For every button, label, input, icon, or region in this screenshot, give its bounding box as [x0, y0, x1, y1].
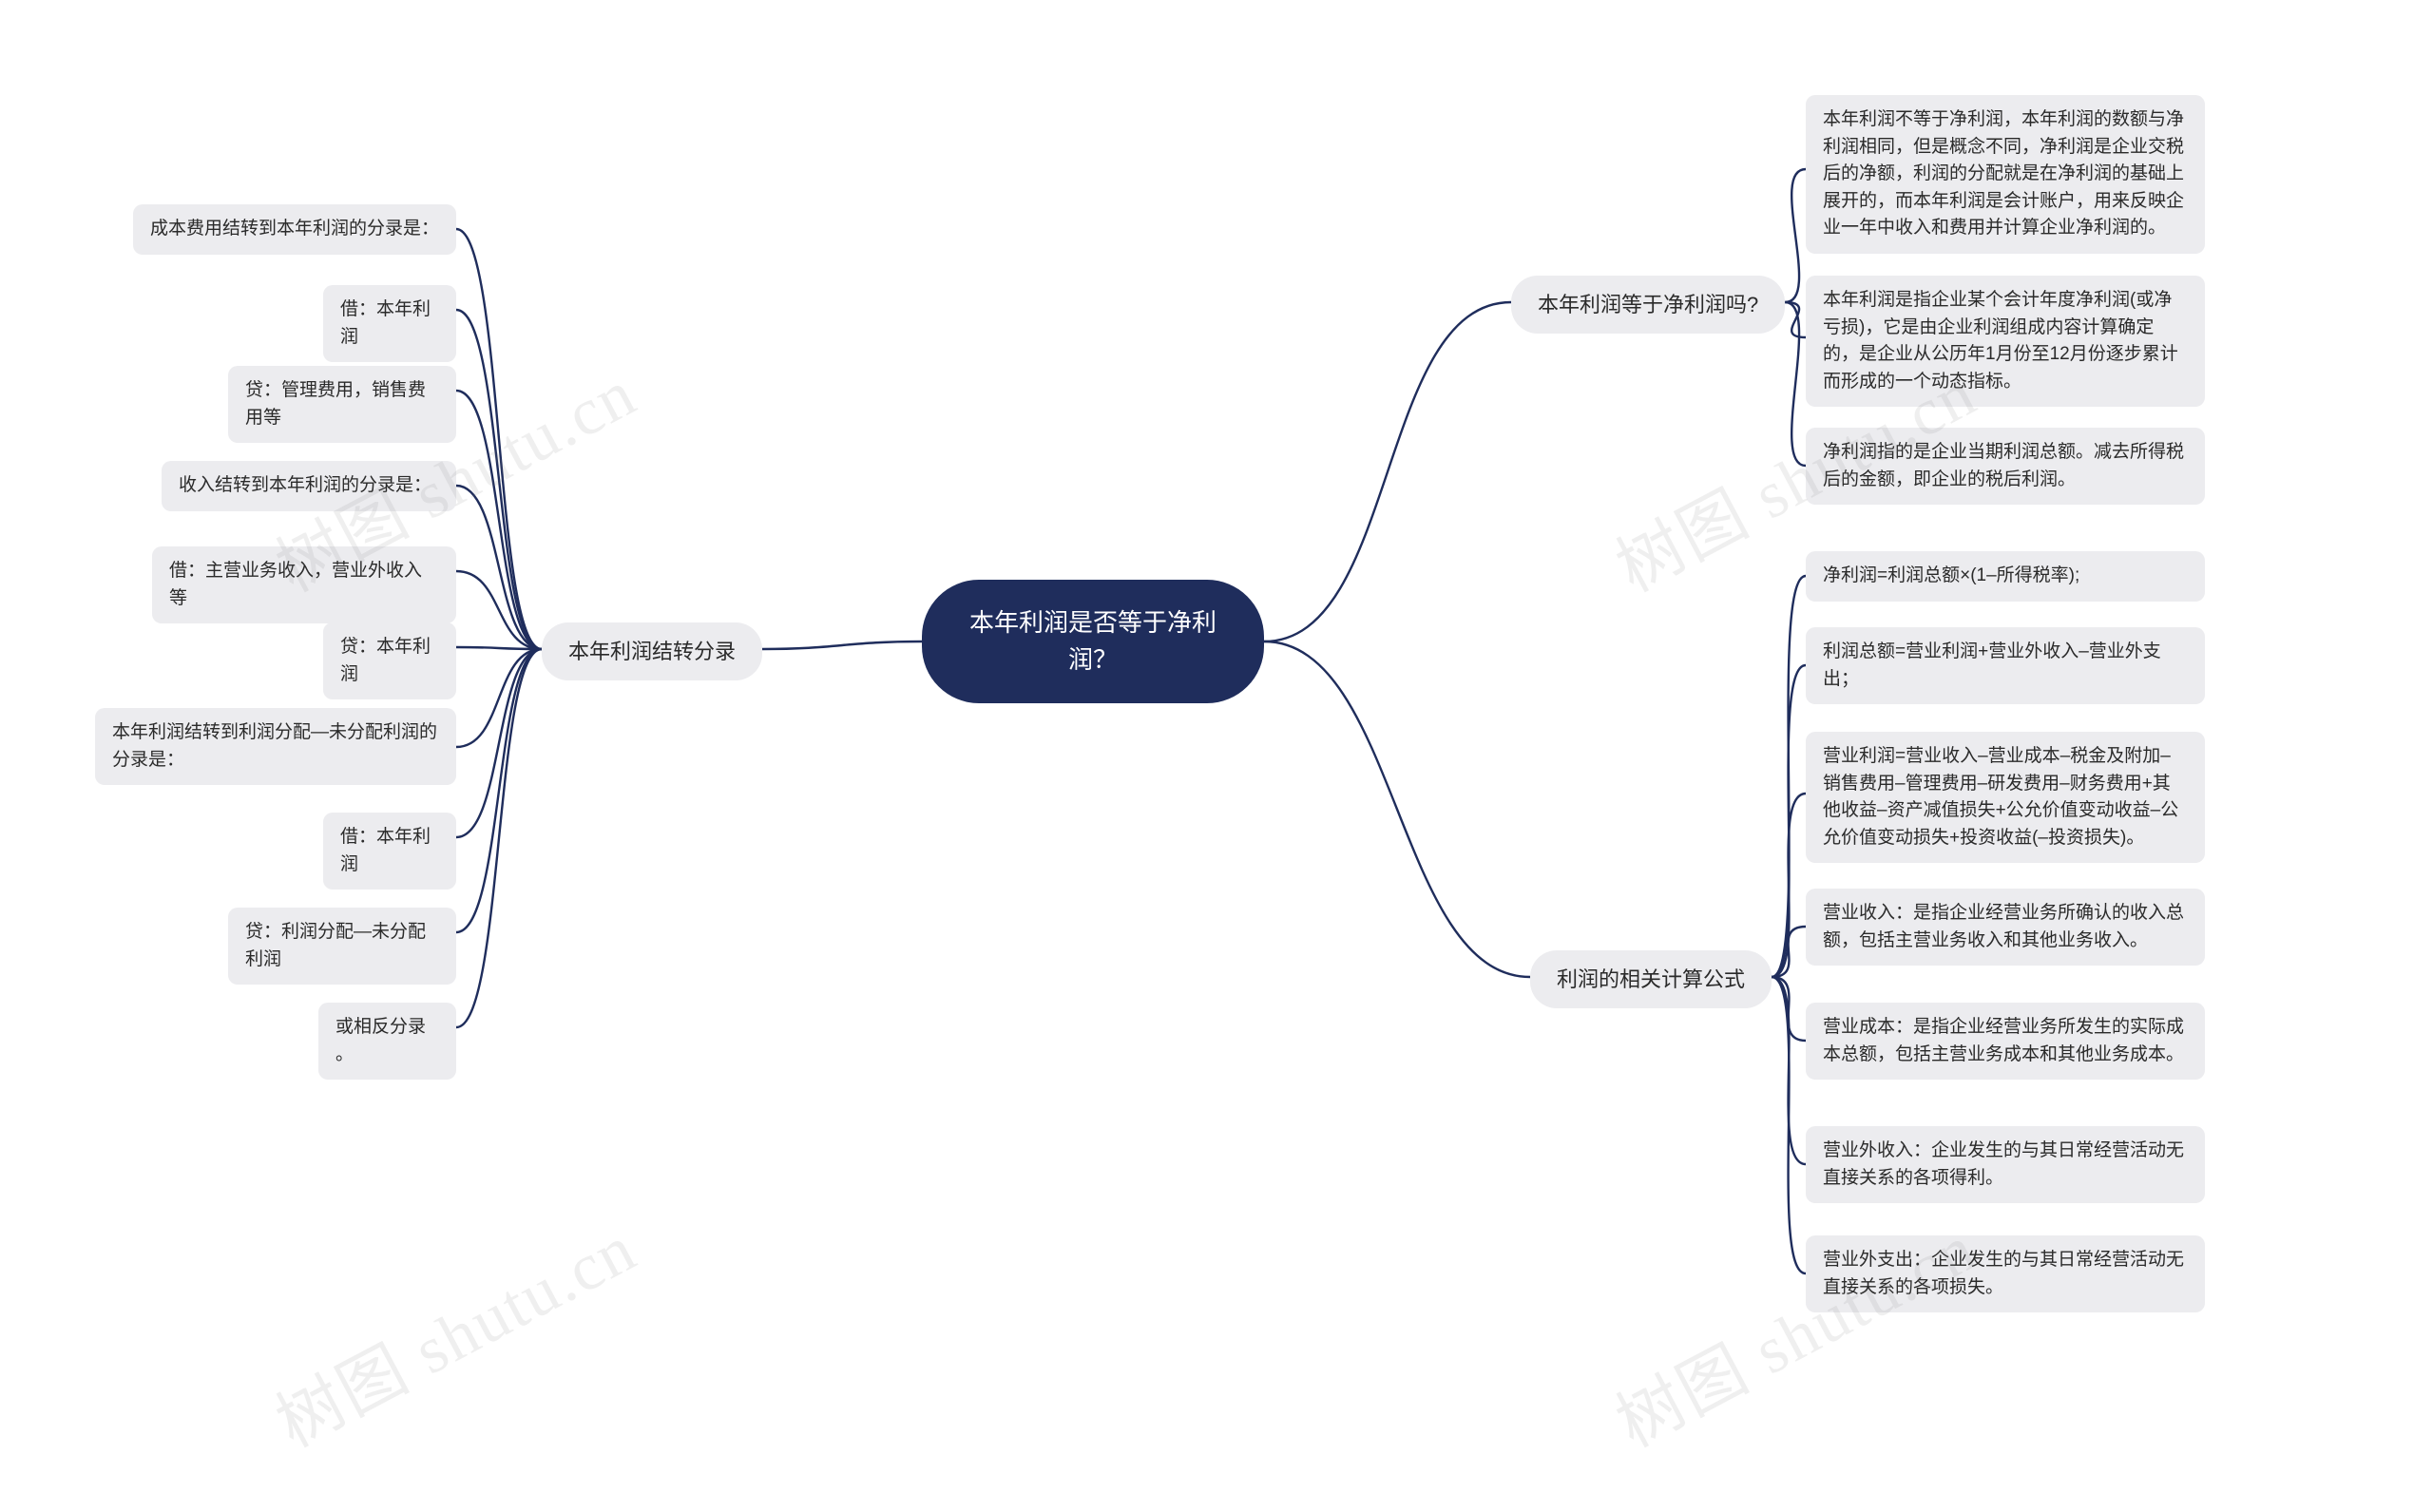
- right_bottom-leaf-6: 营业外支出：企业发生的与其日常经营活动无直接关系的各项损失。: [1806, 1235, 2205, 1312]
- left-leaf-5: 贷：本年利润: [323, 622, 456, 699]
- right_top-leaf-0: 本年利润不等于净利润，本年利润的数额与净利润相同，但是概念不同，净利润是企业交税…: [1806, 95, 2205, 254]
- right_bottom-leaf-5: 营业外收入：企业发生的与其日常经营活动无直接关系的各项得利。: [1806, 1126, 2205, 1203]
- watermark-2: 树图 shutu.cn: [258, 1196, 651, 1466]
- left-leaf-4: 借：主营业务收入，营业外收入等: [152, 546, 456, 623]
- branch-right-bottom: 利润的相关计算公式: [1530, 950, 1772, 1008]
- left-leaf-9: 或相反分录 。: [318, 1003, 456, 1080]
- left-leaf-7: 借：本年利润: [323, 813, 456, 890]
- right_top-leaf-2: 净利润指的是企业当期利润总额。减去所得税后的金额，即企业的税后利润。: [1806, 428, 2205, 505]
- left-leaf-2: 贷：管理费用，销售费用等: [228, 366, 456, 443]
- right_bottom-leaf-4: 营业成本：是指企业经营业务所发生的实际成本总额，包括主营业务成本和其他业务成本。: [1806, 1003, 2205, 1080]
- right_bottom-leaf-1: 利润总额=营业利润+营业外收入–营业外支出；: [1806, 627, 2205, 704]
- right_bottom-leaf-0: 净利润=利润总额×(1–所得税率);: [1806, 551, 2205, 602]
- right_bottom-leaf-2: 营业利润=营业收入–营业成本–税金及附加–销售费用–管理费用–研发费用–财务费用…: [1806, 732, 2205, 863]
- branch-left: 本年利润结转分录: [542, 622, 762, 680]
- left-leaf-0: 成本费用结转到本年利润的分录是：: [133, 204, 456, 255]
- left-leaf-8: 贷：利润分配—未分配利润: [228, 908, 456, 985]
- root-node: 本年利润是否等于净利润？: [922, 580, 1264, 703]
- left-leaf-1: 借：本年利润: [323, 285, 456, 362]
- branch-right-top: 本年利润等于净利润吗?: [1511, 276, 1785, 334]
- right_top-leaf-1: 本年利润是指企业某个会计年度净利润(或净亏损)，它是由企业利润组成内容计算确定的…: [1806, 276, 2205, 407]
- left-leaf-3: 收入结转到本年利润的分录是：: [162, 461, 456, 511]
- right_bottom-leaf-3: 营业收入：是指企业经营业务所确认的收入总额，包括主营业务收入和其他业务收入。: [1806, 889, 2205, 966]
- left-leaf-6: 本年利润结转到利润分配—未分配利润的分录是：: [95, 708, 456, 785]
